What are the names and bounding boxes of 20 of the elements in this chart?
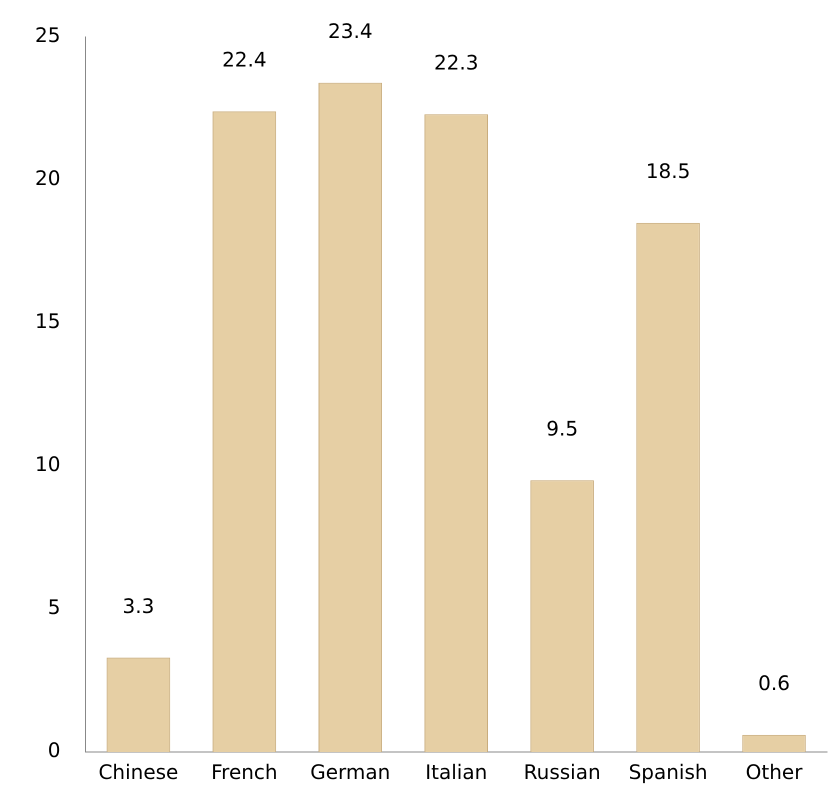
data-label: 9.5 [546,416,578,441]
y-tick-label: 10 [34,452,60,476]
x-tick-label: German [310,760,390,784]
y-tick-label: 0 [48,738,60,762]
data-label: 22.3 [434,50,478,74]
x-tick-label: Russian [524,760,601,784]
data-label: 22.4 [222,48,267,72]
x-tick-label: Other [746,760,804,784]
x-tick-label: French [211,760,278,784]
data-label: 3.3 [122,594,154,618]
x-tick-label: Chinese [98,760,178,784]
data-label: 23.4 [328,18,373,43]
data-label: 18.5 [646,159,690,184]
data-label: 0.6 [758,671,790,696]
x-tick-label: Spanish [628,760,708,784]
y-tick-label: 20 [34,166,60,190]
y-tick-label: 15 [34,309,60,334]
y-tick-label: 5 [48,595,60,620]
y-tick-label: 25 [34,23,60,48]
x-tick-label: Italian [425,760,488,784]
